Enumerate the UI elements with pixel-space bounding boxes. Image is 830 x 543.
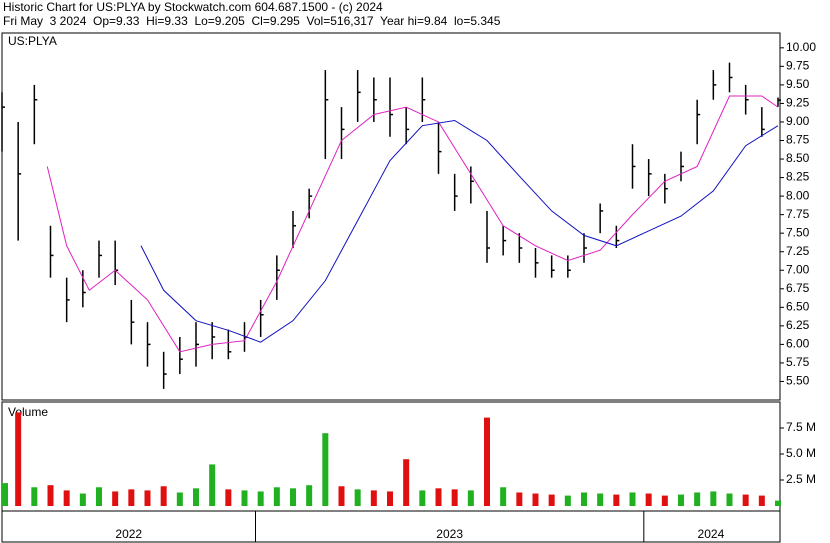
volume-bar (31, 487, 38, 506)
volume-bar (144, 490, 151, 506)
volume-bar (758, 495, 765, 506)
moving-average (140, 119, 779, 343)
y-tick-label: 7.75 (786, 207, 810, 221)
volume-bar (209, 464, 216, 506)
volume-bar (160, 486, 167, 506)
y-tick-label: 6.75 (786, 281, 810, 295)
y-tick-label: 9.00 (786, 114, 810, 128)
volume-bar (435, 488, 442, 506)
date-panel (1, 510, 781, 543)
volume-bar (726, 493, 733, 506)
y-tick-label: 9.25 (786, 96, 810, 110)
moving-average (46, 95, 779, 353)
volume-bar (79, 493, 86, 506)
x-tick-label: 2022 (115, 527, 142, 541)
volume-bar (176, 492, 183, 506)
y-tick-label: 8.25 (786, 170, 810, 184)
y-tick-label: 6.25 (786, 318, 810, 332)
volume-bar (467, 490, 474, 506)
volume-bar (484, 417, 490, 506)
volume-bar (370, 490, 377, 506)
symbol-label: US:PLYA (8, 34, 57, 48)
chart-title: Historic Chart for US:PLYA by Stockwatch… (3, 0, 383, 14)
volume-bar (241, 490, 248, 506)
volume-bar (112, 491, 119, 506)
volume-bar (273, 487, 280, 506)
y-tick-label: 10.00 (786, 40, 816, 54)
volume-bar (128, 489, 135, 506)
volume-bar (564, 495, 571, 506)
volume-bar (613, 494, 620, 506)
volume-bar (2, 483, 8, 506)
volume-bar (548, 494, 555, 506)
volume-bar (225, 489, 232, 506)
chart-subtitle: Fri May 3 2024 Op=9.33 Hi=9.33 Lo=9.205 … (3, 14, 501, 28)
y-tick-label: 5.0 M (786, 446, 816, 460)
volume-bar (403, 459, 410, 506)
volume-bar (581, 492, 587, 506)
volume-bar (516, 492, 523, 506)
price-panel (1, 32, 781, 401)
y-tick-label: 7.5 M (786, 420, 816, 434)
volume-bar (694, 492, 701, 506)
y-tick-label: 9.50 (786, 77, 810, 91)
volume-bar (678, 494, 684, 506)
y-tick-label: 7.25 (786, 244, 810, 258)
volume-bar (354, 489, 361, 506)
volume-bar (193, 488, 199, 506)
volume-bar (419, 490, 426, 506)
volume-bar (257, 491, 264, 506)
volume-bar (63, 490, 70, 506)
y-tick-label: 7.50 (786, 225, 810, 239)
y-tick-label: 8.75 (786, 133, 810, 147)
volume-bar (532, 493, 539, 506)
y-tick-label: 7.00 (786, 262, 810, 276)
volume-bar (742, 494, 749, 506)
y-tick-label: 8.50 (786, 151, 810, 165)
volume-bar (387, 491, 393, 506)
y-tick-label: 5.75 (786, 355, 810, 369)
y-tick-label: 5.50 (786, 374, 810, 388)
y-tick-label: 6.00 (786, 337, 810, 351)
volume-bar (775, 500, 781, 506)
volume-bar (661, 495, 668, 506)
volume-bar (451, 489, 458, 506)
volume-bar (629, 492, 636, 506)
volume-label: Volume (8, 405, 48, 419)
volume-bar (710, 491, 717, 506)
volume-bar (645, 493, 652, 506)
volume-bar (338, 486, 345, 506)
volume-bar (306, 485, 313, 506)
volume-bar (47, 485, 54, 506)
x-tick-label: 2023 (436, 527, 463, 541)
y-tick-label: 6.50 (786, 299, 810, 313)
volume-bar (322, 433, 329, 506)
volume-bar (15, 412, 22, 506)
y-tick-label: 9.75 (786, 59, 810, 73)
volume-bar (597, 493, 604, 506)
y-tick-label: 2.5 M (786, 472, 816, 486)
volume-bar (96, 487, 102, 506)
x-tick-label: 2024 (698, 527, 725, 541)
y-tick-label: 8.00 (786, 188, 810, 202)
volume-bar (500, 487, 507, 506)
volume-bar (290, 488, 296, 506)
